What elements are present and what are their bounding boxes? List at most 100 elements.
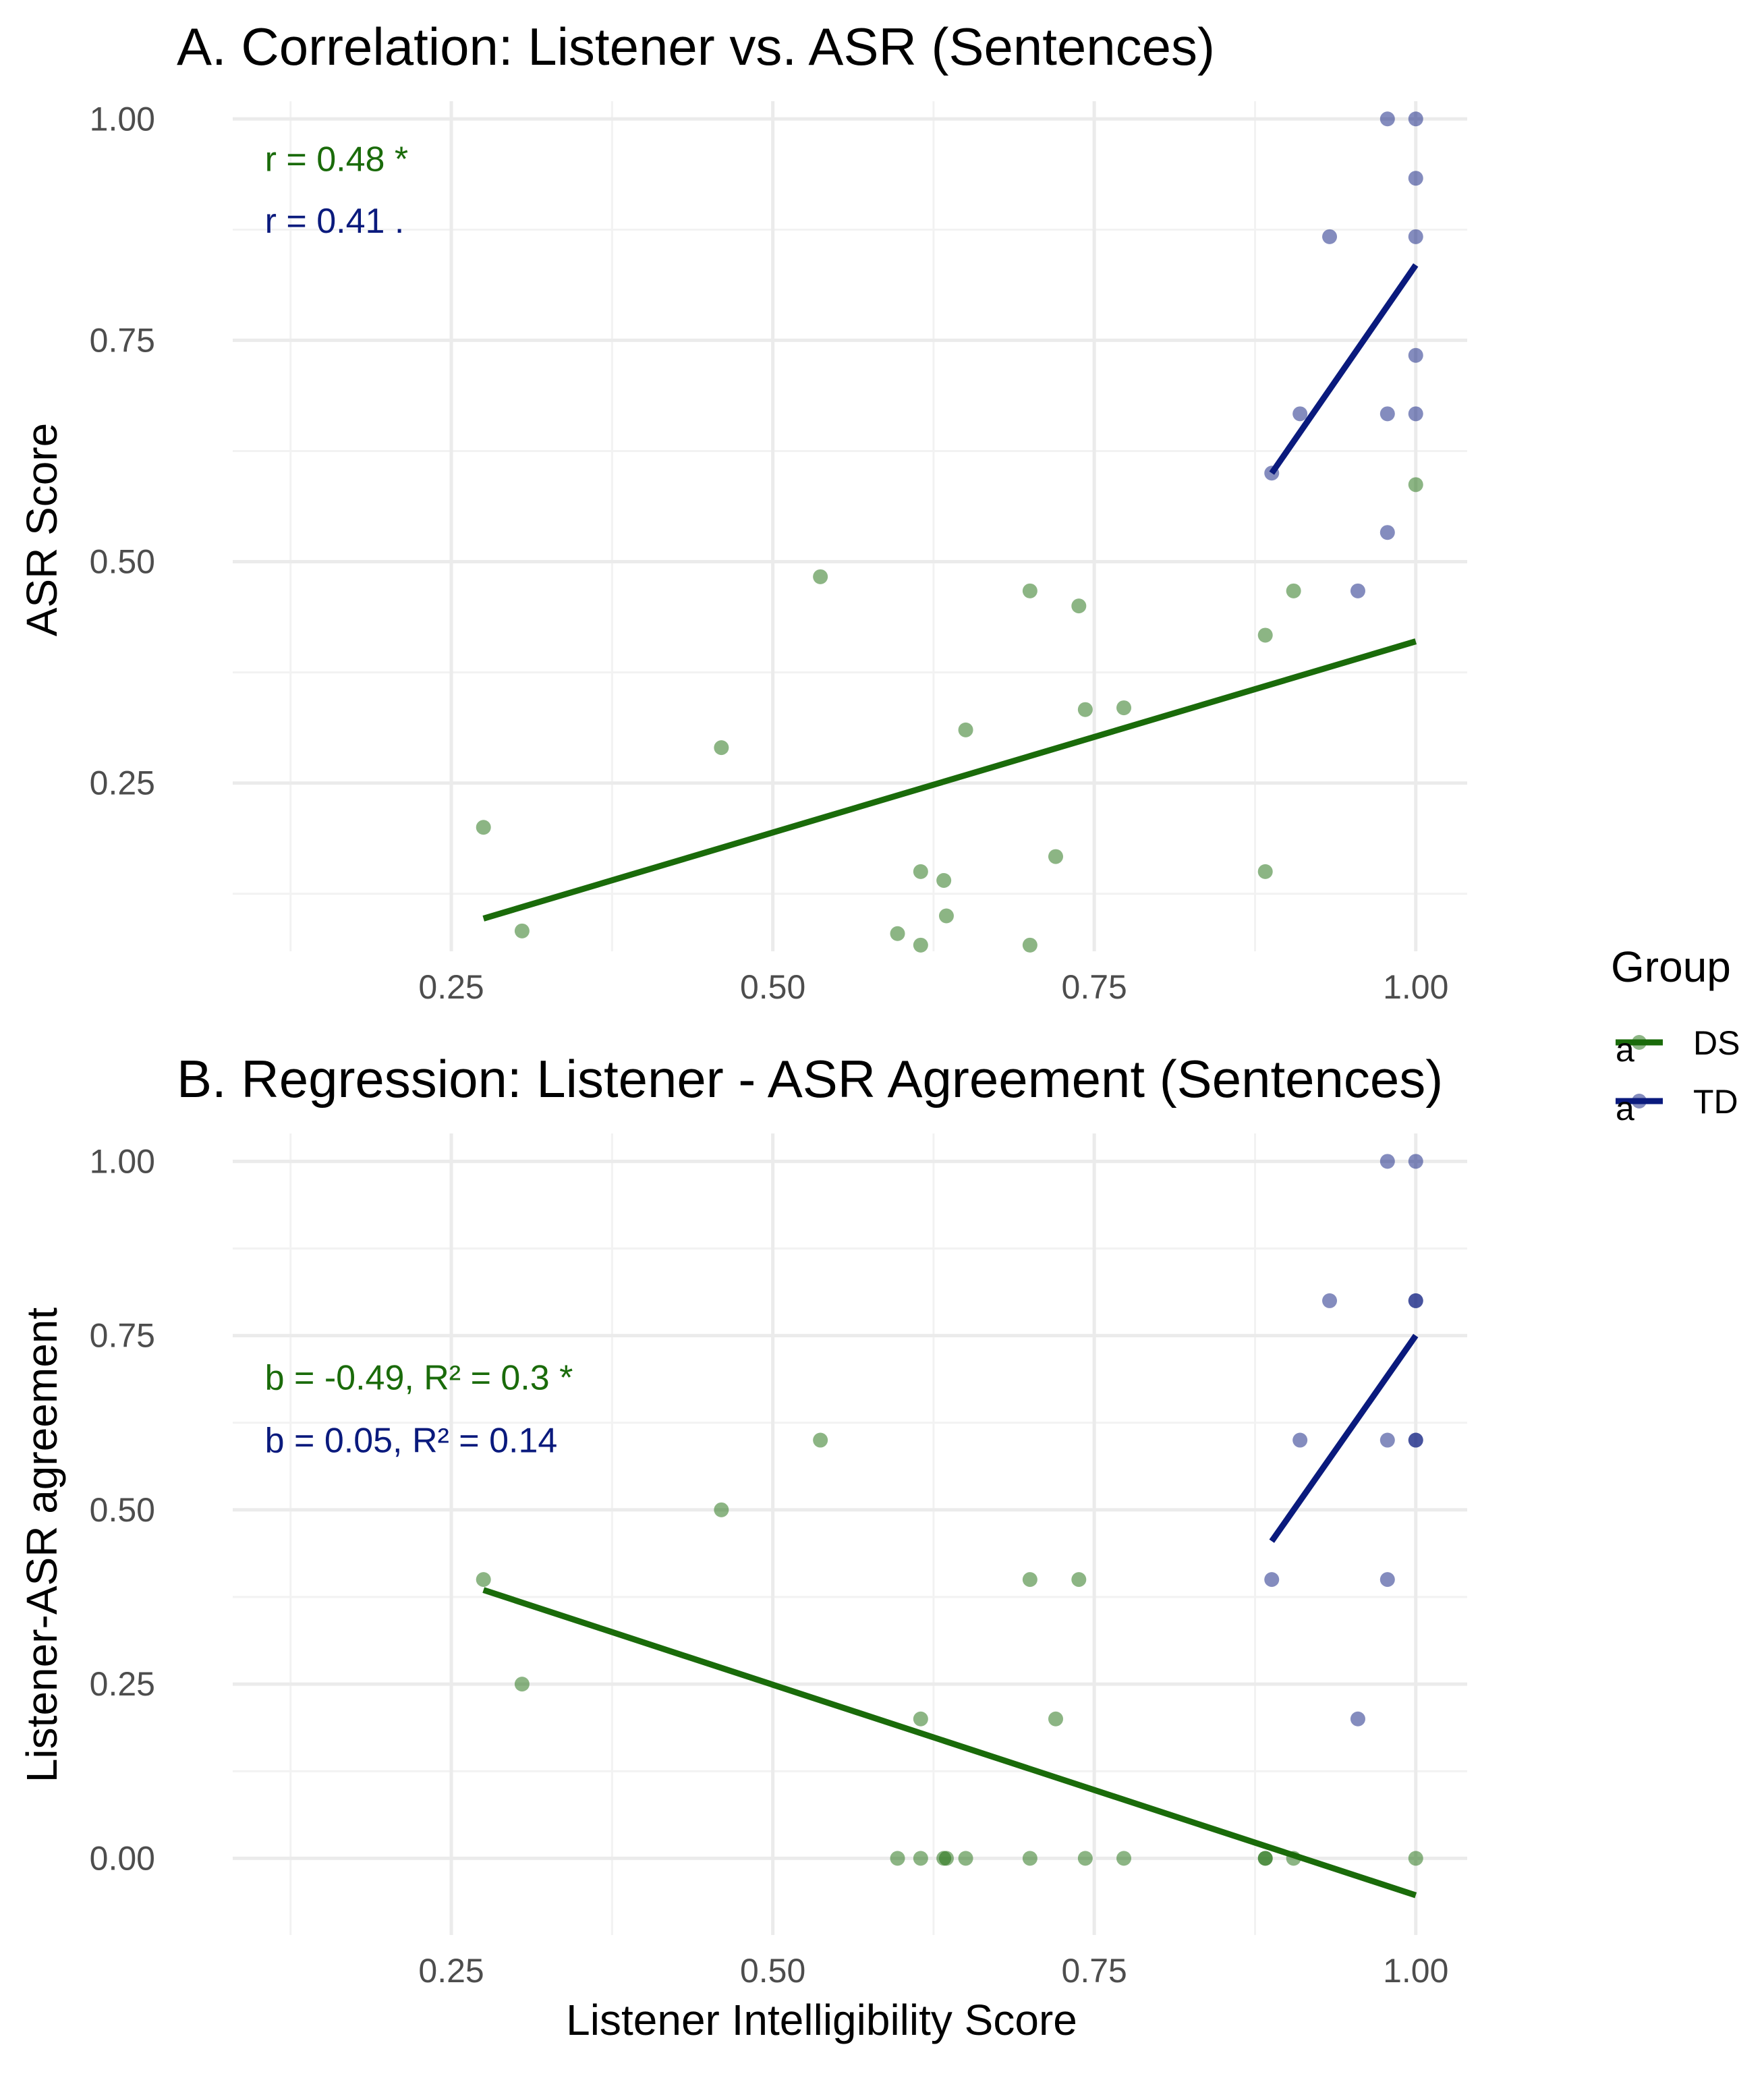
- panel-a-x-tick-label: 1.00: [1383, 968, 1448, 1006]
- panel-a-point-td: [1379, 111, 1395, 127]
- panel-a-point-td: [1408, 347, 1423, 363]
- panel-b-point-ds: [1408, 1851, 1423, 1866]
- panel-a-point-td: [1408, 229, 1423, 244]
- panel-a-point-ds: [1022, 583, 1037, 598]
- panel-b-point-ds: [813, 1432, 828, 1448]
- panel-a-point-ds: [813, 569, 828, 584]
- panel-b-annotation-ds: b = -0.49, R² = 0.3 *: [265, 1359, 573, 1398]
- panel-b-point-ds: [1022, 1572, 1037, 1588]
- panel-b-point-ds: [514, 1677, 530, 1692]
- panel-b-point-ds: [958, 1851, 973, 1866]
- panel-b-y-tick-label: 0.00: [90, 1839, 155, 1877]
- panel-a-fit-line-ds: [482, 638, 1417, 922]
- panel-b-point-td: [1379, 1572, 1395, 1588]
- panel-a-y-tick-label: 0.50: [90, 543, 155, 581]
- panel-b-point-ds: [913, 1851, 928, 1866]
- legend-key-glyph: a: [1616, 1090, 1634, 1127]
- panel-a-point-ds: [1071, 598, 1087, 614]
- panel-b-point-ds: [714, 1502, 729, 1517]
- legend: Group a DS a TD: [1611, 943, 1740, 1127]
- panel-a-y-axis-title: ASR Score: [18, 423, 66, 637]
- panel-a-point-ds: [476, 820, 491, 835]
- panel-a-point-ds: [958, 722, 973, 737]
- panel-b-x-tick-label: 0.50: [740, 1952, 805, 1990]
- panel-a-point-ds: [514, 923, 530, 938]
- panel-a-point-ds: [1022, 937, 1037, 953]
- panel-a-x-tick-label: 0.25: [418, 968, 484, 1006]
- panel-a-point-td: [1408, 406, 1423, 422]
- panel-a-annotation-td: r = 0.41 .: [265, 202, 405, 241]
- panel-a-point-ds: [1077, 702, 1093, 717]
- legend-item-td: a TD: [1616, 1083, 1738, 1127]
- panel-b-fit-line-td: [1269, 1334, 1419, 1543]
- panel-b-point-ds: [1257, 1851, 1273, 1866]
- panel-a-x-tick-label: 0.75: [1062, 968, 1127, 1006]
- panel-a-point-ds: [1116, 700, 1132, 716]
- panel-b-x-tick-label: 1.00: [1383, 1952, 1448, 1990]
- panel-b-point-td: [1408, 1432, 1423, 1448]
- legend-item-ds: a DS: [1616, 1024, 1740, 1069]
- panel-a-point-td: [1379, 406, 1395, 422]
- panel-b-x-tick-label: 0.75: [1062, 1952, 1127, 1990]
- panel-a-point-ds: [890, 926, 905, 941]
- legend-title: Group: [1611, 943, 1731, 991]
- panel-b-y-tick-label: 0.25: [90, 1665, 155, 1703]
- panel-b-y-tick-label: 0.75: [90, 1317, 155, 1355]
- panel-b-point-ds: [1071, 1572, 1087, 1588]
- legend-key-point: [1632, 1035, 1647, 1050]
- panel-b-point-ds: [1286, 1851, 1301, 1866]
- legend-key-glyph: a: [1616, 1031, 1634, 1069]
- panel-b-point-td: [1408, 1293, 1423, 1308]
- panel-a-point-ds: [913, 937, 928, 953]
- panel-b-point-ds: [476, 1572, 491, 1588]
- panel-a-point-ds: [1286, 583, 1301, 598]
- panel-b-point-td: [1408, 1154, 1423, 1169]
- panel-a-point-ds: [1408, 477, 1423, 493]
- panel-a-point-ds: [936, 873, 952, 888]
- panel-b-points: [476, 1154, 1423, 1866]
- panel-b-x-ticks: 0.25 0.50 0.75 1.00: [418, 1952, 1448, 1990]
- panel-a: A. Correlation: Listener vs. ASR (Senten…: [18, 17, 1467, 1006]
- legend-label: TD: [1693, 1083, 1738, 1121]
- panel-a-x-ticks: 0.25 0.50 0.75 1.00: [418, 968, 1448, 1006]
- panel-a-title: A. Correlation: Listener vs. ASR (Senten…: [177, 17, 1215, 76]
- panel-b-point-td: [1379, 1432, 1395, 1448]
- panel-a-point-td: [1292, 406, 1308, 422]
- panel-a-point-td: [1408, 171, 1423, 186]
- panel-b: B. Regression: Listener - ASR Agreement …: [18, 1049, 1467, 2044]
- legend-key-point: [1632, 1094, 1647, 1109]
- panel-a-point-ds: [1257, 627, 1273, 643]
- panel-b-annotation-td: b = 0.05, R² = 0.14: [265, 1422, 558, 1461]
- panel-a-point-td: [1350, 583, 1365, 598]
- panel-a-point-td: [1264, 466, 1280, 481]
- panel-b-point-td: [1379, 1154, 1395, 1169]
- panel-a-point-td: [1408, 111, 1423, 127]
- panel-b-point-ds: [890, 1851, 905, 1866]
- legend-label: DS: [1693, 1024, 1740, 1062]
- panel-a-y-tick-label: 0.25: [90, 764, 155, 802]
- panel-a-point-ds: [714, 740, 729, 756]
- panel-a-point-td: [1379, 525, 1395, 540]
- panel-b-point-ds: [1022, 1851, 1037, 1866]
- panel-b-y-tick-label: 0.50: [90, 1491, 155, 1529]
- panel-b-point-td: [1292, 1432, 1308, 1448]
- legend-entries: a DS a TD: [1616, 1024, 1740, 1127]
- panel-a-point-ds: [1257, 864, 1273, 879]
- panel-b-fit-line-ds: [482, 1587, 1417, 1899]
- panel-b-point-ds: [1116, 1851, 1132, 1866]
- panel-a-point-ds: [938, 908, 954, 924]
- panel-a-point-td: [1322, 229, 1338, 244]
- panel-a-y-tick-label: 0.75: [90, 321, 155, 359]
- panel-b-point-ds: [1077, 1851, 1093, 1866]
- panel-a-y-ticks: 0.25 0.50 0.75 1.00: [90, 100, 155, 802]
- panel-b-annotations: b = -0.49, R² = 0.3 * b = 0.05, R² = 0.14: [265, 1359, 573, 1461]
- panel-a-annotation-ds: r = 0.48 *: [265, 140, 408, 179]
- panel-b-point-ds: [1048, 1711, 1063, 1727]
- panel-b-point-ds: [913, 1711, 928, 1727]
- panel-b-point-td: [1350, 1711, 1365, 1727]
- panel-b-x-axis-title: Listener Intelligibility Score: [566, 1996, 1077, 2044]
- panel-a-points: [476, 111, 1423, 953]
- panel-a-point-ds: [1048, 849, 1063, 864]
- panel-a-fit-lines: [482, 263, 1419, 922]
